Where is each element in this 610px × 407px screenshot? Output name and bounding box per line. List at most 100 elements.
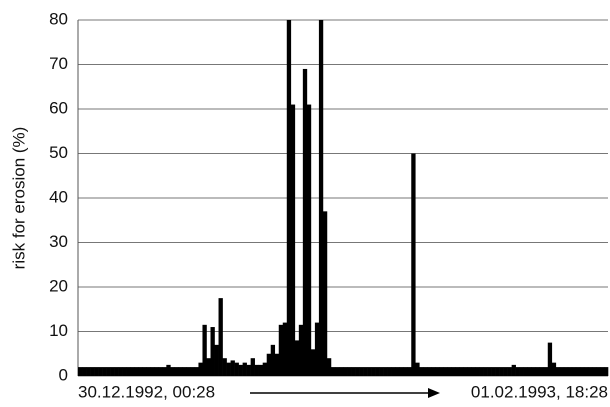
bar <box>146 367 151 376</box>
bar <box>439 367 444 376</box>
bar <box>575 367 581 376</box>
bar <box>495 367 500 376</box>
bar <box>230 360 235 376</box>
bar <box>459 367 464 376</box>
bar <box>595 367 601 376</box>
bar <box>375 367 380 376</box>
bar <box>407 367 412 376</box>
bar <box>290 104 296 377</box>
y-tick-label: 50 <box>49 143 68 162</box>
bar <box>419 367 424 376</box>
bar <box>254 364 259 376</box>
bar <box>90 367 95 376</box>
bar <box>170 367 175 376</box>
bar <box>539 367 545 376</box>
y-tick-label: 0 <box>59 365 68 384</box>
bar <box>363 367 368 376</box>
bar <box>206 358 211 376</box>
y-tick-label: 20 <box>49 276 68 295</box>
bar <box>270 344 276 376</box>
bar <box>367 367 372 376</box>
bar <box>186 367 191 376</box>
bar <box>302 68 308 376</box>
bar <box>122 367 127 376</box>
bar <box>142 367 147 376</box>
bar <box>391 367 396 376</box>
bar <box>411 153 416 376</box>
bar <box>487 367 492 376</box>
bar <box>114 367 119 376</box>
bar <box>455 367 460 376</box>
bar <box>134 367 139 376</box>
bar <box>499 367 504 376</box>
y-tick-label: 30 <box>49 232 68 251</box>
bar <box>387 367 392 376</box>
bar <box>334 367 340 376</box>
bar <box>210 327 215 376</box>
bar <box>371 367 376 376</box>
y-tick-label: 40 <box>49 187 68 206</box>
bar <box>150 367 155 376</box>
bar <box>226 362 231 376</box>
bar <box>258 364 263 376</box>
bar <box>511 364 516 376</box>
bar <box>262 362 268 376</box>
bar <box>535 367 541 376</box>
bar <box>415 362 420 376</box>
bar <box>515 367 520 376</box>
y-tick-label: 70 <box>49 54 68 73</box>
bar <box>318 20 324 376</box>
bar <box>310 349 316 376</box>
bar <box>587 367 593 376</box>
y-tick-label: 80 <box>49 9 68 28</box>
bar <box>118 367 123 376</box>
bar <box>527 367 533 376</box>
bar <box>246 364 251 376</box>
bar <box>379 367 384 376</box>
bar <box>278 324 284 376</box>
bar <box>78 367 83 376</box>
bar <box>98 367 103 376</box>
bar <box>82 367 87 376</box>
bar <box>551 362 557 376</box>
bar <box>427 367 432 376</box>
bar <box>274 353 280 376</box>
bar <box>94 367 99 376</box>
bar <box>314 322 320 376</box>
bar <box>579 367 585 376</box>
y-tick-label: 10 <box>49 321 68 340</box>
bar <box>483 367 488 376</box>
bar <box>531 367 537 376</box>
bar <box>158 367 163 376</box>
bar <box>431 367 436 376</box>
bar <box>435 367 440 376</box>
bar <box>563 367 569 376</box>
bar <box>218 298 223 376</box>
bar <box>222 358 227 376</box>
bar <box>423 367 428 376</box>
bar <box>286 20 292 376</box>
bar <box>555 367 561 376</box>
bar <box>214 344 219 376</box>
bar <box>383 367 388 376</box>
bar <box>571 367 577 376</box>
bar <box>547 342 553 376</box>
bar <box>266 353 272 376</box>
bar <box>447 367 452 376</box>
bar <box>102 367 107 376</box>
bar <box>403 367 408 376</box>
bar <box>567 367 573 376</box>
bar <box>519 367 524 376</box>
bar <box>443 367 448 376</box>
bar <box>174 367 179 376</box>
bar <box>583 367 589 376</box>
bar <box>162 367 167 376</box>
bar <box>507 367 512 376</box>
bar <box>475 367 480 376</box>
bar <box>451 367 456 376</box>
y-tick-label: 60 <box>49 98 68 117</box>
bar <box>130 367 135 376</box>
bar <box>338 367 344 376</box>
bar <box>242 362 247 376</box>
y-axis-label: risk for erosion (%) <box>9 127 28 270</box>
